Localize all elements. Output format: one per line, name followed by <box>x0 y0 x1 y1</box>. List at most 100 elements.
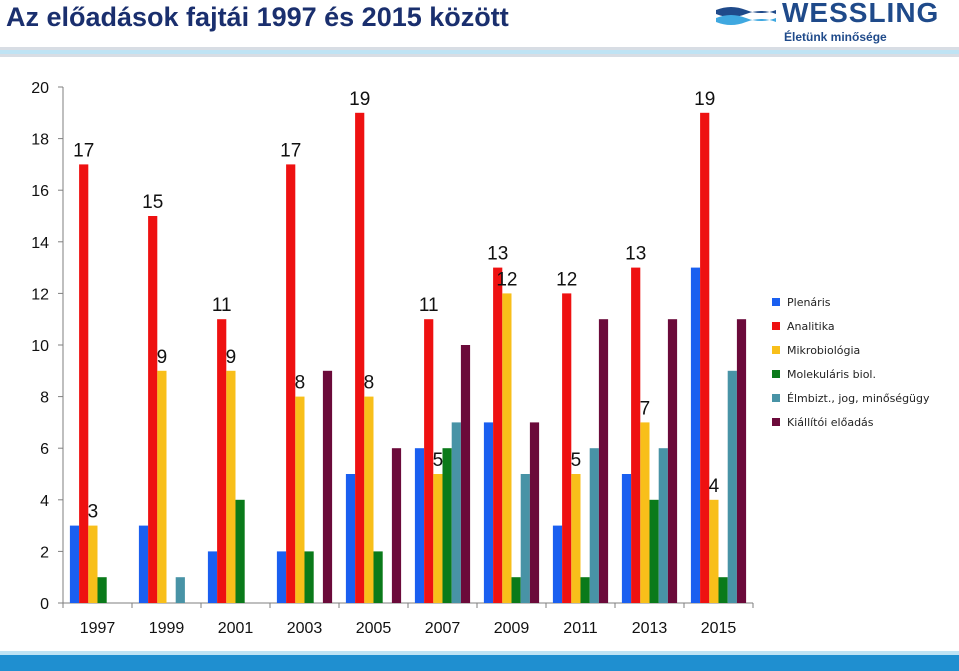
bar-kiállítói-előadás-2003 <box>322 370 333 603</box>
bar-kiállítói-előadás-2007 <box>460 345 471 603</box>
legend-label: Mikrobiológia <box>787 343 861 357</box>
bar-analitika-2015 <box>700 112 710 604</box>
data-label: 8 <box>295 373 306 394</box>
logo-name: WESSLING <box>782 0 940 28</box>
bar-plenáris-2001 <box>207 551 218 603</box>
bar-élmbizt-jog-minőségügy-1999 <box>175 577 185 603</box>
data-label: 12 <box>556 269 577 290</box>
data-label: 9 <box>157 347 168 368</box>
bar-molekuláris-biol--2001 <box>235 499 245 603</box>
bar-kiállítói-előadás-2009 <box>529 422 540 603</box>
y-tick-label: 12 <box>31 286 49 303</box>
bar-élmbizt-jog-minőségügy-2009 <box>520 474 530 603</box>
logo-tagline: Életünk minősége <box>784 30 887 44</box>
bar-kiállítói-előadás-2013 <box>667 319 678 603</box>
bar-plenáris-1999 <box>138 525 149 603</box>
bar-plenáris-2007 <box>414 448 425 603</box>
data-label: 12 <box>496 269 517 290</box>
bar-mikrobiológia-2011 <box>571 474 581 603</box>
legend-label: Analitika <box>787 319 835 333</box>
bar-molekuláris-biol--2007 <box>442 448 452 603</box>
legend-item: Molekuláris biol. <box>772 362 930 386</box>
legend-swatch <box>772 418 780 426</box>
bar-molekuláris-biol--2011 <box>580 577 590 603</box>
data-label: 19 <box>694 89 715 110</box>
data-label: 13 <box>625 244 646 265</box>
y-tick-label: 18 <box>31 132 49 149</box>
bar-élmbizt-jog-minőségügy-2011 <box>589 448 599 603</box>
legend-label: Plenáris <box>787 295 831 309</box>
legend-swatch <box>772 298 780 306</box>
bar-molekuláris-biol--2003 <box>304 551 314 603</box>
bar-analitika-1999 <box>148 216 158 603</box>
legend-item: Mikrobiológia <box>772 338 930 362</box>
bar-molekuláris-biol--1997 <box>97 577 107 603</box>
x-tick-label: 1999 <box>149 620 185 637</box>
data-label: 5 <box>571 450 582 471</box>
data-label: 19 <box>349 89 370 110</box>
legend-swatch <box>772 394 780 402</box>
bar-analitika-2001 <box>217 319 227 603</box>
x-tick-label: 2015 <box>701 620 737 637</box>
bar-mikrobiológia-1997 <box>88 525 98 603</box>
legend-item: Analitika <box>772 314 930 338</box>
bar-élmbizt-jog-minőségügy-2013 <box>658 448 668 603</box>
bar-mikrobiológia-2005 <box>364 396 374 603</box>
legend-label: Kiállítói előadás <box>787 415 874 429</box>
y-tick-label: 2 <box>40 544 49 561</box>
bar-plenáris-2011 <box>552 525 563 603</box>
bar-mikrobiológia-2009 <box>502 293 512 603</box>
legend-item: Kiállítói előadás <box>772 410 930 434</box>
data-label: 11 <box>212 295 232 316</box>
footer-band-accent <box>0 651 959 655</box>
bar-mikrobiológia-2003 <box>295 396 305 603</box>
y-tick-label: 8 <box>40 390 49 407</box>
chart-legend: Plenáris Analitika Mikrobiológia Molekulári… <box>772 290 930 434</box>
data-label: 8 <box>364 373 375 394</box>
bar-molekuláris-biol--2009 <box>511 577 521 603</box>
bar-mikrobiológia-2013 <box>640 422 650 603</box>
bar-analitika-2013 <box>631 267 641 603</box>
bar-mikrobiológia-1999 <box>157 370 167 603</box>
wessling-logo: WESSLING Életünk minősége <box>716 0 956 48</box>
page-title: Az előadások fajtái 1997 és 2015 között <box>6 2 509 32</box>
legend-swatch <box>772 346 780 354</box>
bar-mikrobiológia-2007 <box>433 474 443 603</box>
footer-band <box>0 655 959 671</box>
data-label: 4 <box>709 476 720 497</box>
header-band-accent <box>0 50 959 54</box>
data-label: 17 <box>280 140 301 161</box>
y-tick-label: 0 <box>40 596 49 613</box>
bar-plenáris-1997 <box>69 525 80 603</box>
bar-analitika-2003 <box>286 164 296 603</box>
bar-mikrobiológia-2001 <box>226 370 236 603</box>
x-tick-label: 2009 <box>494 620 530 637</box>
data-label: 7 <box>640 398 651 419</box>
legend-label: Élmbizt., jog, minőségügy <box>787 391 930 405</box>
bar-élmbizt-jog-minőségügy-2007 <box>451 422 461 603</box>
bar-mikrobiológia-2015 <box>709 499 719 603</box>
bar-molekuláris-biol--2015 <box>718 577 728 603</box>
legend-item: Élmbizt., jog, minőségügy <box>772 386 930 410</box>
bar-molekuláris-biol--2013 <box>649 499 659 603</box>
bar-plenáris-2005 <box>345 474 356 603</box>
data-label: 3 <box>88 502 99 523</box>
data-label: 11 <box>419 295 439 316</box>
bar-analitika-2007 <box>424 319 434 603</box>
bar-molekuláris-biol--2005 <box>373 551 383 603</box>
data-label: 13 <box>487 244 508 265</box>
x-tick-label: 2005 <box>356 620 392 637</box>
y-tick-label: 4 <box>40 493 49 510</box>
bar-kiállítói-előadás-2005 <box>391 448 402 603</box>
data-label: 5 <box>433 450 444 471</box>
bar-analitika-2011 <box>562 293 572 603</box>
wave-logo-icon <box>716 7 776 25</box>
x-tick-label: 2003 <box>287 620 323 637</box>
data-label: 15 <box>142 192 163 213</box>
bar-analitika-1997 <box>79 164 89 603</box>
y-tick-label: 6 <box>40 441 49 458</box>
bar-plenáris-2013 <box>621 474 632 603</box>
bar-plenáris-2009 <box>483 422 494 603</box>
y-tick-label: 16 <box>31 183 49 200</box>
